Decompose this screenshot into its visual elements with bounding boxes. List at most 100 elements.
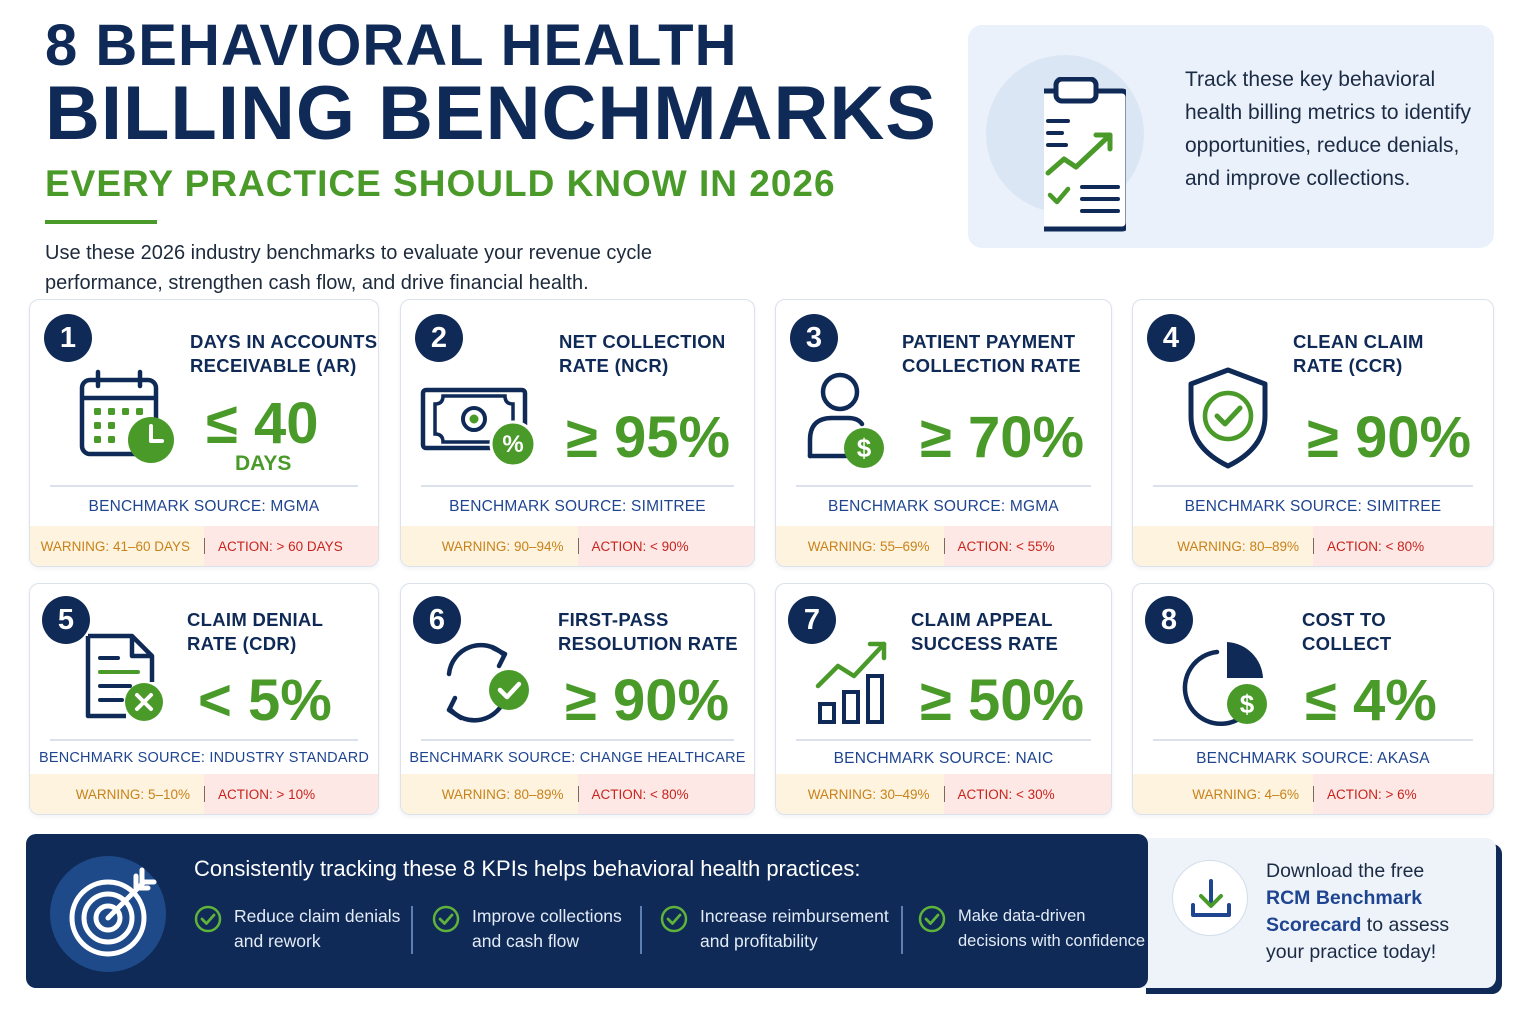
warning-threshold: WARNING: 80–89% (401, 774, 578, 814)
warning-threshold: WARNING: 5–10% (30, 774, 204, 814)
svg-text:$: $ (1240, 689, 1255, 719)
download-text-outro: to assess your practice today! (1266, 914, 1450, 963)
card-divider (50, 485, 358, 487)
card-source: BENCHMARK SOURCE: SIMITREE (1133, 498, 1493, 516)
document-x-icon (85, 633, 163, 721)
patient-dollar-icon: $ (807, 372, 884, 468)
page-subtitle: EVERY PRACTICE SHOULD KNOW IN 2026 (45, 163, 836, 204)
check-circle-icon (432, 905, 460, 933)
card-title-line-1: CLAIM DENIAL (187, 609, 324, 630)
track-metrics-callout: Track these key behavioral health billin… (968, 25, 1494, 248)
source-value: MGMA (270, 498, 320, 515)
action-value: < 30% (1016, 786, 1055, 802)
benefit-item: Make data-driven decisions with confidenc… (918, 904, 1145, 954)
threshold-separator (1313, 538, 1314, 554)
benchmark-card-1: 1 DAYS IN ACCOUNTS RECEIVABLE (AR) ≤ 40 … (29, 299, 379, 567)
title-divider (45, 220, 157, 224)
card-title-line-2: RATE (CCR) (1293, 355, 1403, 376)
benchmark-card-3: 3 PATIENT PAYMENT COLLECTION RATE $ ≥ 70… (775, 299, 1112, 567)
card-thresholds: WARNING: 30–49% ACTION: < 30% (776, 774, 1111, 814)
card-source: BENCHMARK SOURCE: AKASA (1133, 750, 1493, 768)
card-title-line-1: CLAIM APPEAL (911, 609, 1053, 630)
source-value: SIMITREE (1366, 498, 1442, 515)
benefit-separator (411, 906, 413, 954)
card-number-badge: 8 (1145, 596, 1193, 644)
card-title: DAYS IN ACCOUNTS RECEIVABLE (AR) (190, 330, 377, 378)
download-icon-circle[interactable] (1172, 860, 1248, 936)
card-title: CLEAN CLAIM RATE (CCR) (1293, 330, 1424, 378)
card-title: FIRST-PASS RESOLUTION RATE (558, 608, 738, 656)
benefit-label: Improve collections and cash flow (472, 904, 622, 954)
threshold-separator (204, 538, 205, 554)
benefit-separator (640, 906, 642, 954)
threshold-separator (943, 538, 945, 554)
track-metrics-text: Track these key behavioral health billin… (1185, 68, 1471, 190)
target-icon (69, 867, 157, 957)
benchmark-card-4: 4 CLEAN CLAIM RATE (CCR) ≥ 90% BENCHMARK… (1132, 299, 1494, 567)
benefit-label-line-2: decisions with confidence (958, 932, 1146, 950)
benefit-label-line-1: Reduce claim denials (234, 906, 401, 926)
action-threshold: ACTION: > 60 DAYS (204, 526, 378, 566)
card-benchmark-value: ≤ 4% (1305, 668, 1437, 733)
header: 8 BEHAVIORAL HEALTH BILLING BENCHMARKS E… (45, 16, 945, 298)
source-label: BENCHMARK SOURCE: (828, 498, 1006, 515)
card-benchmark-value: < 5% (198, 668, 332, 733)
source-label: BENCHMARK SOURCE: (449, 498, 627, 515)
scorecard-link[interactable]: RCM Benchmark Scorecard (1266, 887, 1423, 936)
warning-value: 5–10% (147, 786, 190, 802)
warning-threshold: WARNING: 90–94% (401, 526, 578, 566)
benefit-separator (901, 906, 903, 954)
card-benchmark-value: ≥ 70% (920, 405, 1085, 470)
warning-threshold: WARNING: 30–49% (776, 774, 944, 814)
svg-text:$: $ (857, 433, 872, 463)
threshold-separator (943, 786, 945, 802)
benefit-label-line-1: Increase reimbursement (700, 906, 889, 926)
cycle-check-icon (446, 642, 529, 723)
action-label: ACTION: (957, 538, 1013, 554)
download-text[interactable]: Download the free RCM Benchmark Scorecar… (1266, 858, 1486, 966)
card-title-line-2: RESOLUTION RATE (558, 633, 738, 654)
card-benchmark-value: ≥ 95% (566, 405, 731, 470)
warning-label: WARNING: (441, 786, 511, 802)
action-label: ACTION: (591, 786, 647, 802)
card-divider (50, 739, 358, 741)
source-value: MGMA (1009, 498, 1059, 515)
action-value: < 55% (1016, 538, 1055, 554)
card-benchmark-value: ≥ 50% (920, 668, 1085, 733)
source-label: BENCHMARK SOURCE: (1196, 750, 1374, 767)
card-number-badge: 6 (413, 596, 461, 644)
download-icon (1191, 879, 1231, 917)
card-title-line-2: RECEIVABLE (AR) (190, 355, 357, 376)
card-title: COST TO COLLECT (1302, 608, 1391, 656)
card-source: BENCHMARK SOURCE: NAIC (776, 750, 1111, 768)
benefit-label-line-1: Improve collections (472, 906, 622, 926)
action-value: > 6% (1385, 786, 1417, 802)
action-value: > 10% (276, 786, 316, 802)
benefits-heading: Consistently tracking these 8 KPIs helps… (194, 856, 861, 881)
benefit-item: Improve collections and cash flow (432, 904, 622, 954)
page-title-line-2: BILLING BENCHMARKS (45, 71, 937, 156)
warning-label: WARNING: (807, 538, 877, 554)
card-thresholds: WARNING: 55–69% ACTION: < 55% (776, 526, 1111, 566)
threshold-separator (577, 538, 579, 554)
svg-text:%: % (502, 431, 523, 458)
action-threshold: ACTION: < 30% (943, 774, 1111, 814)
benchmark-card-6: 6 FIRST-PASS RESOLUTION RATE ≥ 90% BENCH… (400, 583, 755, 815)
warning-value: 55–69% (879, 538, 930, 554)
card-title-line-2: SUCCESS RATE (911, 633, 1059, 654)
pie-dollar-icon: $ (1182, 642, 1267, 726)
download-callout[interactable]: Download the free RCM Benchmark Scorecar… (1140, 838, 1496, 988)
source-value: CHANGE HEALTHCARE (579, 750, 746, 766)
benefit-item: Increase reimbursement and profitability (660, 904, 889, 954)
card-benchmark-value: ≥ 90% (1307, 405, 1472, 470)
card-divider (796, 485, 1091, 487)
warning-value: 80–89% (1249, 538, 1299, 554)
card-title: NET COLLECTION RATE (NCR) (559, 330, 726, 378)
check-circle-icon (660, 905, 688, 933)
card-title-line-1: PATIENT PAYMENT (902, 331, 1076, 352)
bar-chart-up-icon (815, 641, 887, 724)
card-number-badge: 3 (790, 314, 838, 362)
warning-value: 80–89% (513, 786, 564, 802)
action-threshold: ACTION: > 10% (204, 774, 378, 814)
benchmark-card-2: 2 NET COLLECTION RATE (NCR) % ≥ 95% BENC… (400, 299, 755, 567)
